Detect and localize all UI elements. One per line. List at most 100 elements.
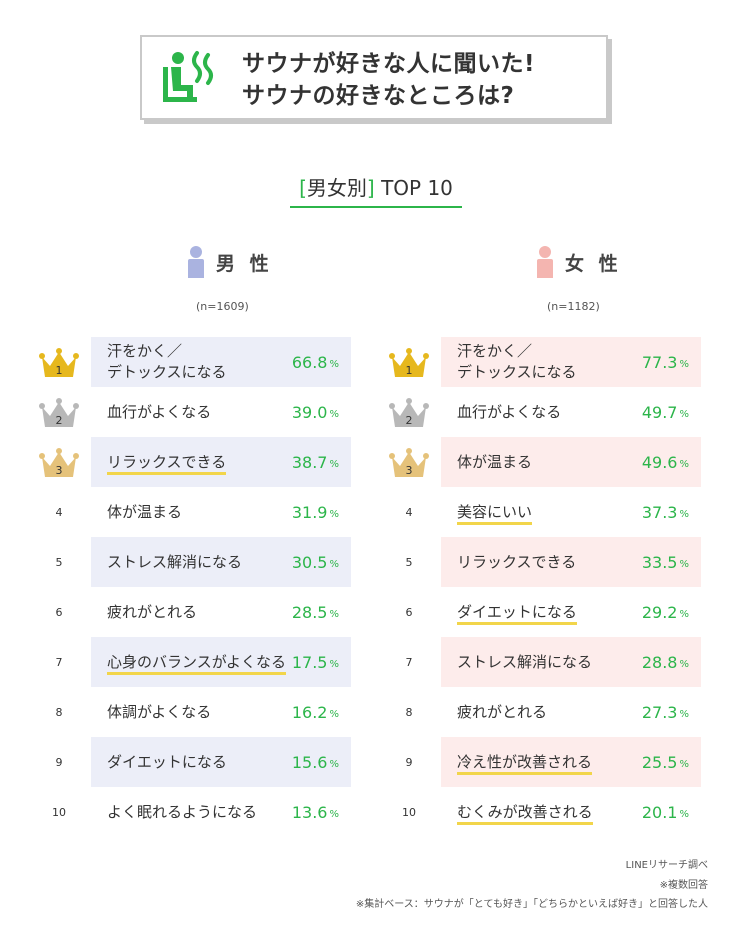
item-value: 31.9% — [292, 487, 339, 537]
item-label: 心身のバランスがよくなる — [107, 637, 286, 687]
rank-number: 3 — [55, 464, 63, 477]
value-unit: % — [679, 508, 689, 520]
value-number: 16.2 — [291, 702, 328, 722]
value-number: 39.0 — [291, 402, 328, 422]
value-number: 28.8 — [641, 652, 678, 672]
value-unit: % — [329, 358, 339, 370]
value-unit: % — [679, 708, 689, 720]
bronze-crown-icon — [39, 448, 79, 477]
row-background — [441, 737, 701, 787]
value-unit: % — [329, 558, 339, 570]
rank-number: 2 — [405, 414, 413, 427]
rank-number: 3 — [405, 464, 413, 477]
value-number: 49.7 — [641, 402, 678, 422]
row-background — [91, 437, 351, 487]
value-unit: % — [329, 658, 339, 670]
value-number: 49.6 — [641, 452, 678, 472]
ranking-row: 1 汗をかく／ デトックスになる 77.3% — [350, 337, 701, 387]
ranking-row: 7 心身のバランスがよくなる 17.5% — [0, 637, 351, 687]
value-unit: % — [329, 808, 339, 820]
row-background — [441, 337, 701, 387]
chart-subtitle: [男女別] TOP 10 — [290, 174, 462, 208]
item-value: 13.6% — [292, 787, 339, 837]
subtitle-bracket-open: [ — [299, 176, 307, 200]
male-person-icon — [188, 246, 204, 278]
rank-number: 7 — [405, 655, 413, 669]
item-label: 体が温まる — [457, 452, 533, 471]
value-unit: % — [329, 708, 339, 720]
rank-number: 4 — [405, 505, 413, 519]
silver-crown-icon — [39, 398, 79, 427]
rank-number: 1 — [55, 364, 63, 377]
value-unit: % — [329, 408, 339, 420]
item-label: ダイエットになる — [457, 587, 577, 637]
rank-number: 4 — [55, 505, 63, 519]
item-label: 疲れがとれる — [457, 702, 548, 721]
ranking-row: 3 体が温まる 49.6% — [350, 437, 701, 487]
ranking-row: 10 むくみが改善される 20.1% — [350, 787, 701, 837]
value-unit: % — [679, 808, 689, 820]
ranking-row: 2 血行がよくなる 49.7% — [350, 387, 701, 437]
gold-crown-icon — [39, 348, 79, 377]
female-label: 女 性 — [565, 252, 622, 275]
header-box: サウナが好きな人に聞いた! サウナの好きなところは? — [140, 35, 608, 120]
row-background — [91, 737, 351, 787]
item-value: 16.2% — [292, 687, 339, 737]
value-number: 13.6 — [291, 802, 328, 822]
value-unit: % — [679, 408, 689, 420]
subtitle-rest: TOP 10 — [374, 176, 453, 200]
item-label: 冷え性が改善される — [457, 737, 593, 787]
item-value: 28.5% — [292, 587, 339, 637]
value-unit: % — [329, 458, 339, 470]
rank-number: 7 — [55, 655, 63, 669]
ranking-row: 9 冷え性が改善される 25.5% — [350, 737, 701, 787]
value-number: 66.8 — [291, 352, 328, 372]
value-number: 38.7 — [291, 452, 328, 472]
item-label: ストレス解消になる — [457, 652, 593, 671]
row-background — [441, 437, 701, 487]
rank-number: 6 — [405, 605, 413, 619]
item-label: リラックスできる — [107, 437, 227, 487]
item-value: 29.2% — [642, 587, 689, 637]
value-unit: % — [679, 608, 689, 620]
rank-number: 1 — [405, 364, 413, 377]
value-number: 25.5 — [641, 752, 678, 772]
item-label: リラックスできる — [457, 552, 577, 571]
item-value: 37.3% — [642, 487, 689, 537]
ranking-row: 6 ダイエットになる 29.2% — [350, 587, 701, 637]
value-unit: % — [679, 658, 689, 670]
value-number: 77.3 — [641, 352, 678, 372]
value-unit: % — [679, 358, 689, 370]
ranking-row: 5 リラックスできる 33.5% — [350, 537, 701, 587]
row-background — [91, 637, 351, 687]
header-title-line1: サウナが好きな人に聞いた! — [242, 51, 535, 77]
ranking-row: 8 疲れがとれる 27.3% — [350, 687, 701, 737]
item-label: ダイエットになる — [107, 752, 227, 771]
rank-number: 5 — [55, 555, 63, 569]
footer-note-base: ※集計ベース：サウナが「とても好き」「どちらかといえば好き」と回答した人 — [355, 899, 708, 910]
row-background — [91, 337, 351, 387]
ranking-row: 1 汗をかく／ デトックスになる 66.8% — [0, 337, 351, 387]
item-label: 体が温まる — [107, 502, 183, 521]
value-unit: % — [679, 458, 689, 470]
value-number: 15.6 — [291, 752, 328, 772]
footer-note-multiple: ※複数回答 — [659, 880, 708, 891]
item-value: 20.1% — [642, 787, 689, 837]
item-value: 38.7% — [292, 437, 339, 487]
item-label: 血行がよくなる — [457, 402, 562, 421]
rank-number: 2 — [55, 414, 63, 427]
value-number: 20.1 — [641, 802, 678, 822]
item-value: 25.5% — [642, 737, 689, 787]
value-number: 27.3 — [641, 702, 678, 722]
item-value: 49.7% — [642, 387, 689, 437]
male-label: 男 性 — [216, 252, 273, 275]
row-background — [441, 537, 701, 587]
gold-crown-icon — [389, 348, 429, 377]
item-value: 28.8% — [642, 637, 689, 687]
sauna-person-icon — [163, 51, 213, 102]
item-label: よく眠れるようになる — [107, 802, 258, 821]
ranking-row: 6 疲れがとれる 28.5% — [0, 587, 351, 637]
header-card: サウナが好きな人に聞いた! サウナの好きなところは? — [140, 35, 612, 124]
value-number: 31.9 — [291, 502, 328, 522]
item-label: 体調がよくなる — [107, 702, 212, 721]
